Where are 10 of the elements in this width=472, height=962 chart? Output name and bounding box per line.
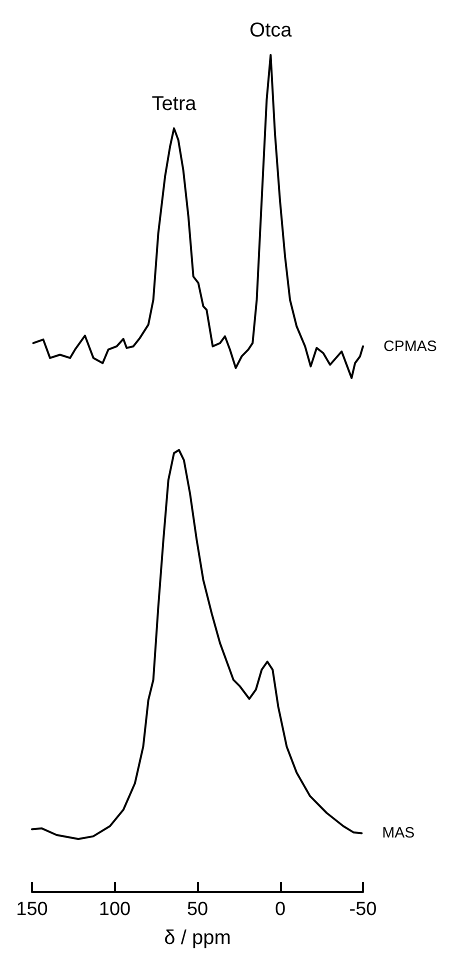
annotation: Tetra — [152, 92, 198, 115]
x-axis-title: δ / ppm — [164, 927, 231, 949]
x-tick-label: 0 — [274, 899, 286, 920]
x-tick-label: -50 — [349, 899, 377, 920]
x-tick-label: 50 — [186, 899, 208, 920]
x-tick-label: 100 — [98, 899, 131, 920]
series-label: CPMAS — [384, 338, 437, 355]
x-tick-label: 150 — [16, 899, 48, 920]
annotation: Otca — [250, 20, 293, 42]
series-label: MAS — [382, 824, 415, 842]
